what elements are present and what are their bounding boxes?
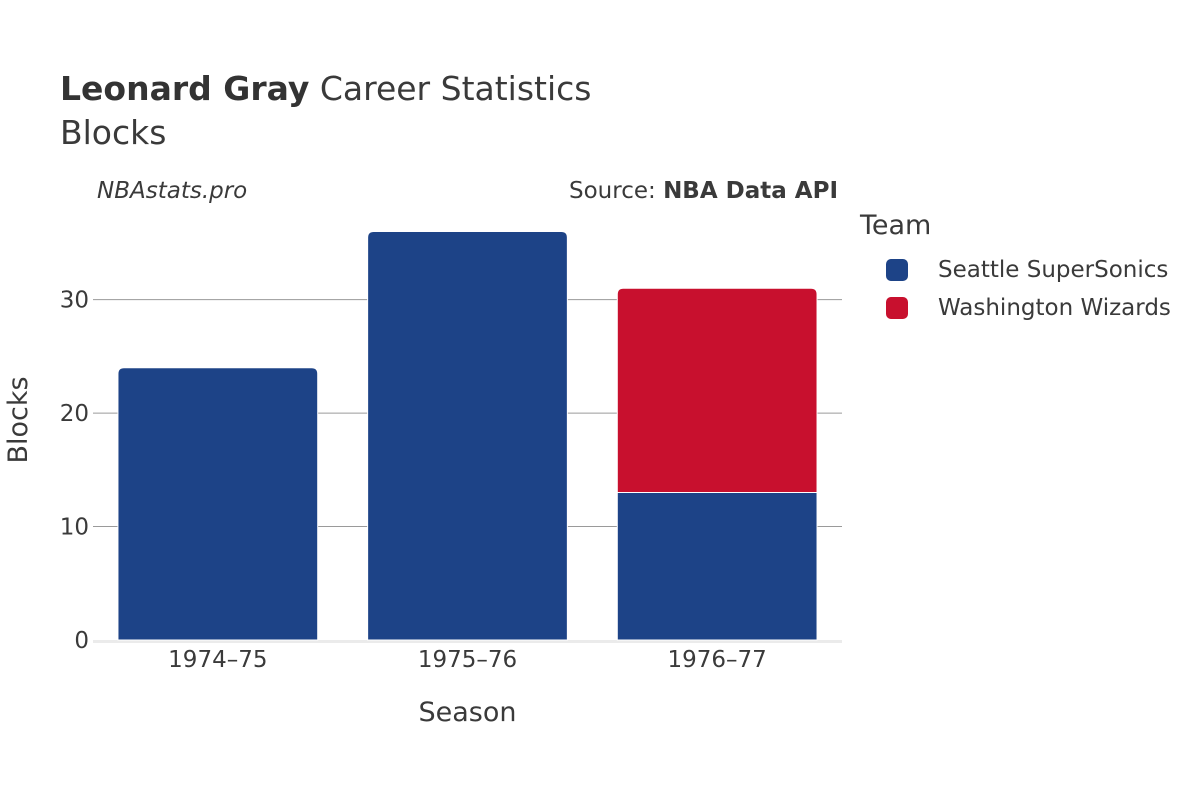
watermark: NBAstats.pro xyxy=(97,178,248,204)
bar-seattle-supersonics-1976-77 xyxy=(616,492,818,641)
x-axis-title: Season xyxy=(419,697,517,728)
title-suffix: Career Statistics xyxy=(309,69,592,108)
x-tick-label-1975-76: 1975–76 xyxy=(418,647,517,673)
source-name: NBA Data API xyxy=(663,178,838,204)
legend-label-washington: Washington Wizards xyxy=(938,295,1171,321)
legend-swatch-seattle xyxy=(886,259,908,281)
legend-label-seattle: Seattle SuperSonics xyxy=(938,257,1169,283)
source-note: Source: NBA Data API xyxy=(569,178,838,204)
bar-washington-wizards-1976-77 xyxy=(616,287,818,494)
chart-title: Leonard Gray Career Statistics xyxy=(60,68,591,110)
y-axis-title: Blocks xyxy=(3,376,34,463)
legend-swatch-washington xyxy=(886,297,908,319)
legend-item-seattle[interactable]: Seattle SuperSonics xyxy=(860,251,1171,289)
legend-item-washington[interactable]: Washington Wizards xyxy=(860,289,1171,327)
legend: Team Seattle SuperSonics Washington Wiza… xyxy=(860,210,1171,327)
y-tick-label-30: 30 xyxy=(60,288,89,314)
x-tick-label-1974-75: 1974–75 xyxy=(168,647,267,673)
legend-title: Team xyxy=(860,210,932,241)
x-tick-label-1976-77: 1976–77 xyxy=(668,647,767,673)
y-tick-label-0: 0 xyxy=(74,628,89,654)
source-prefix: Source: xyxy=(569,178,664,204)
y-tick-label-10: 10 xyxy=(60,515,89,541)
player-name: Leonard Gray xyxy=(60,69,310,108)
bar-seattle-supersonics-1974-75 xyxy=(117,367,319,641)
bar-seattle-supersonics-1975-76 xyxy=(367,231,568,641)
y-tick-label-20: 20 xyxy=(60,401,89,427)
chart-subtitle: Blocks xyxy=(60,113,167,152)
